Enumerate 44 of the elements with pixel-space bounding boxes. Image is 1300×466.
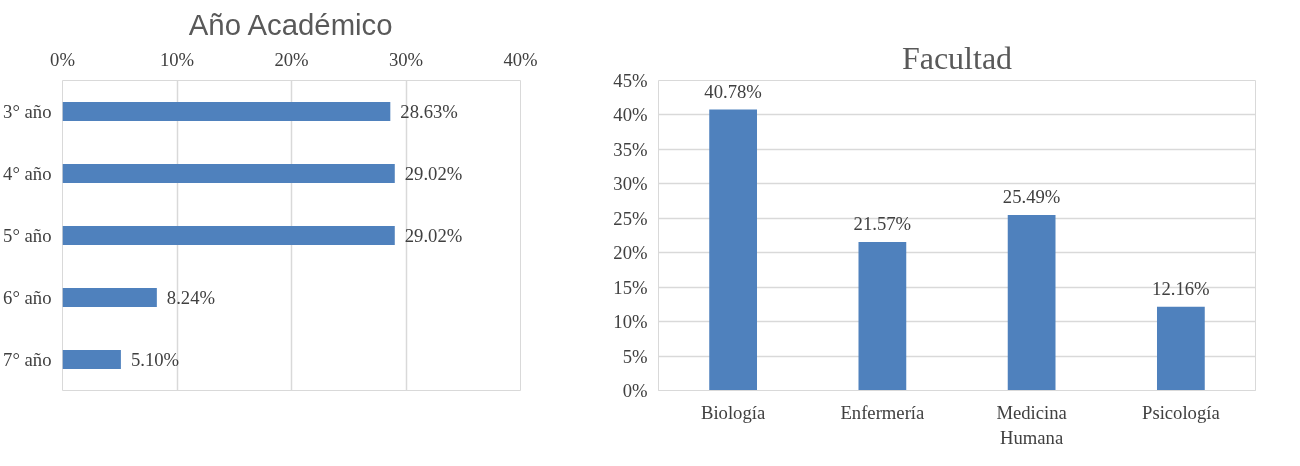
data-label: 40.78% [704, 80, 762, 102]
x-tick-label: 10% [159, 48, 195, 70]
x-tick-label: 40% [503, 48, 538, 70]
bar [1007, 214, 1056, 391]
y-tick-label: 3° año [3, 101, 52, 122]
bar [62, 163, 395, 184]
x-tick-label: Medicina Humana [996, 401, 1068, 448]
data-label: 25.49% [1002, 185, 1061, 207]
data-label: 29.02% [404, 163, 463, 184]
y-tick-label: 35% [613, 138, 648, 160]
bar [62, 287, 157, 308]
bar [1156, 306, 1205, 391]
bar [62, 349, 121, 370]
x-tick-label: Enfermería [840, 401, 926, 423]
data-label: 5.10% [130, 349, 180, 370]
y-tick-label: 4° año [3, 163, 52, 184]
y-tick-label: 0% [622, 380, 648, 401]
y-tick-label: 45% [613, 70, 648, 91]
data-label: 28.63% [400, 101, 458, 122]
x-tick-label: 20% [274, 48, 309, 70]
x-tick-label: 0% [50, 48, 75, 70]
y-tick-label: 5° año [3, 225, 52, 246]
y-tick-label: 10% [613, 311, 648, 333]
y-tick-label: 40% [613, 104, 648, 126]
y-tick-label: 25% [613, 207, 648, 229]
data-label: 8.24% [166, 287, 216, 308]
data-label: 29.02% [404, 225, 463, 246]
y-tick-label: 5% [622, 345, 648, 367]
chart-title: Facultad [901, 39, 1013, 76]
bar [62, 225, 395, 246]
bar [709, 109, 758, 391]
y-tick-label: 6° año [3, 287, 52, 308]
y-tick-label: 20% [613, 242, 648, 264]
y-tick-label: 15% [613, 276, 648, 298]
x-tick-label: Psicología [1142, 401, 1221, 423]
chart-title: Año Académico [188, 7, 393, 41]
data-label: 12.16% [1152, 277, 1210, 299]
y-tick-label: 30% [613, 173, 648, 195]
x-tick-label: Biología [701, 401, 766, 423]
x-tick-label: 30% [388, 48, 424, 70]
y-tick-label: 7° año [3, 349, 52, 370]
bar [858, 241, 907, 391]
data-label: 21.57% [853, 212, 912, 234]
bar [62, 101, 391, 122]
